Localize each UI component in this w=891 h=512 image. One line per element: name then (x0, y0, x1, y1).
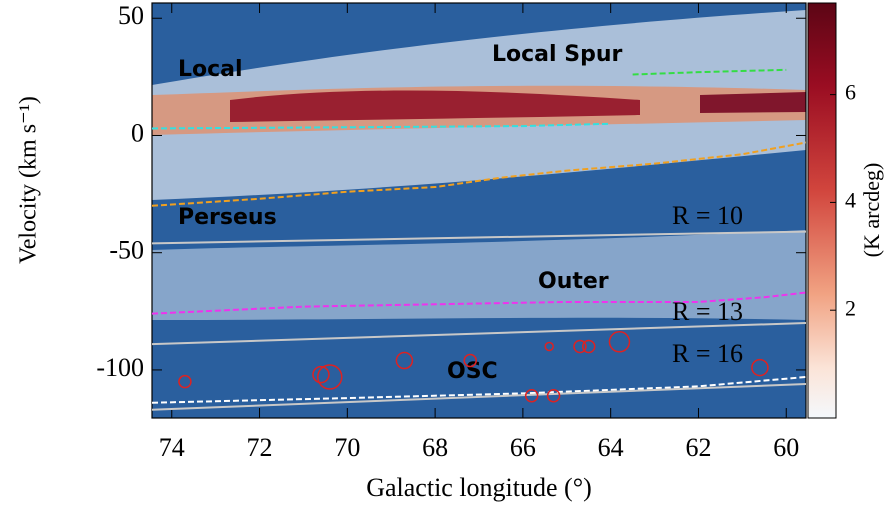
arm-label: R = 16 (672, 339, 743, 368)
arm-label: OSC (447, 359, 498, 384)
arm-line (152, 122, 611, 130)
source (317, 364, 343, 390)
x-axis-label: Galactic longitude (°) (366, 473, 592, 502)
colorbar (807, 2, 837, 419)
source (463, 353, 477, 368)
colorbar-tick-label: 2 (845, 295, 856, 320)
arm-label: Outer (538, 269, 609, 294)
source (751, 358, 769, 377)
arm-label: Local (178, 57, 243, 82)
arm-label: Perseus (178, 205, 277, 230)
source (395, 351, 414, 370)
colorbar-label: (K arcdeg) (859, 163, 884, 258)
y-tick-label: -50 (109, 236, 144, 265)
arm-label: R = 13 (672, 297, 743, 326)
arm-line (632, 68, 787, 76)
colorbar-tick-label: 4 (845, 187, 856, 212)
x-tick-label: 64 (598, 433, 624, 462)
source (178, 374, 192, 389)
source (312, 365, 330, 384)
y-tick-label: 0 (131, 118, 144, 147)
arm-line (152, 230, 806, 245)
colorbar-tick-label: 6 (845, 80, 856, 105)
x-tick-label: 62 (685, 433, 711, 462)
arm-line (152, 141, 806, 207)
source (608, 331, 631, 353)
emission (152, 10, 806, 320)
x-tick-label: 60 (773, 433, 799, 462)
source (581, 339, 596, 354)
y-tick-label: -100 (96, 353, 144, 382)
x-tick-label: 70 (334, 433, 360, 462)
arm-line (152, 322, 806, 346)
source (524, 388, 539, 403)
source (544, 341, 554, 352)
x-tick-label: 68 (422, 433, 448, 462)
arm-line (152, 375, 806, 404)
source (573, 339, 587, 354)
arm-label: Local Spur (492, 42, 622, 67)
arm-line (152, 383, 806, 411)
y-tick-label: 50 (118, 1, 144, 30)
x-tick-label: 72 (247, 433, 273, 462)
x-tick-label: 66 (510, 433, 536, 462)
arm-label: R = 10 (672, 201, 743, 230)
plot-frame (151, 2, 807, 419)
source (546, 388, 561, 403)
x-tick-label: 74 (159, 433, 185, 462)
arm-line (152, 291, 806, 315)
y-axis-label: Velocity (km s⁻¹) (16, 96, 42, 264)
